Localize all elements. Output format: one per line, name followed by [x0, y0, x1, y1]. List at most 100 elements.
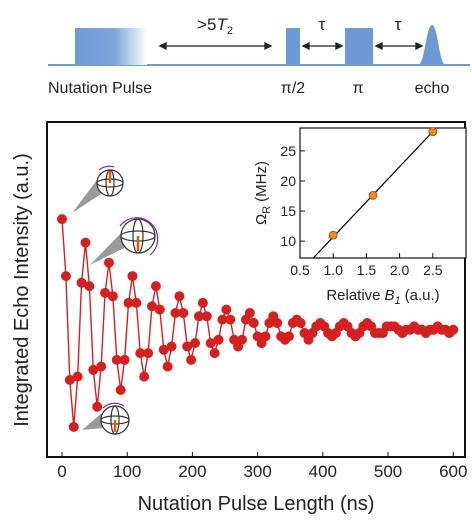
x-tick-label: 1.0: [323, 262, 343, 278]
pi-half-pulse: [286, 28, 300, 65]
data-point: [283, 331, 294, 342]
delay-text: 2: [227, 25, 233, 37]
pi-pulse: [345, 28, 373, 65]
arrow-head: [158, 41, 273, 51]
data-point: [213, 334, 224, 345]
plot-frame: [299, 127, 467, 259]
data-point: [103, 257, 114, 268]
data-point: [248, 317, 259, 328]
x-tick-label: 600: [439, 462, 467, 481]
data-point: [209, 348, 220, 359]
data-point: [368, 191, 378, 200]
nutation-label: Nutation Pulse: [48, 80, 152, 97]
x-tick-label: 0.5: [290, 262, 310, 278]
label-part: Ω: [253, 214, 270, 225]
bloch-meridian: [132, 218, 144, 254]
x-tick-label: 1.5: [357, 262, 377, 278]
data-point: [139, 371, 150, 382]
pulse-label: π/2: [281, 80, 305, 97]
delay-text: >5: [197, 15, 216, 34]
x-tick-label: 300: [243, 462, 271, 481]
y-axis-label: Integrated Echo Intensity (a.u.): [11, 153, 33, 427]
tau-label: τ: [395, 15, 402, 34]
label-part: Relative: [326, 287, 380, 304]
pointer: [82, 412, 104, 430]
data-point: [154, 304, 165, 315]
y-tick-label: 20: [280, 173, 296, 189]
bloch-meridian: [105, 169, 115, 197]
pulse-label: π: [352, 80, 363, 97]
x-tick-label: 2.5: [423, 262, 443, 278]
x-tick-label: 200: [178, 462, 206, 481]
data-point: [84, 281, 95, 292]
label-part: (a.u.): [405, 287, 440, 304]
rotation-arrow: [98, 165, 115, 171]
y-tick-label: 15: [280, 203, 296, 219]
data-point: [119, 354, 130, 365]
data-point: [236, 334, 247, 345]
data-point: [143, 348, 154, 359]
data-point: [190, 338, 201, 349]
rotation-arrow: [119, 217, 159, 256]
x-tick-label: 400: [309, 462, 337, 481]
x-tick-label: 2.0: [390, 262, 410, 278]
arrow-head: [301, 41, 344, 51]
inset-x-axis-label: Relative B1 (a.u.): [326, 287, 439, 307]
data-point: [115, 384, 126, 395]
data-point: [68, 421, 79, 432]
y-tick-label: 10: [280, 233, 296, 249]
label-part: 1: [395, 295, 401, 307]
data-point: [56, 214, 67, 225]
data-point: [448, 324, 459, 335]
data-point: [197, 297, 208, 308]
delay-label: >5T2: [197, 15, 233, 37]
delay-text: T: [216, 15, 228, 34]
data-point: [225, 314, 236, 325]
arrows: [158, 41, 424, 51]
label-part: R: [261, 206, 273, 214]
echo-shape: [418, 25, 446, 65]
rotation-arrow: [102, 402, 125, 409]
data-point: [127, 271, 138, 282]
arrow-head: [374, 41, 424, 51]
pulse-label: echo: [415, 80, 450, 97]
data-point: [92, 401, 103, 412]
data-point: [244, 307, 255, 318]
x-axis-label: Nutation Pulse Length (ns): [138, 493, 375, 515]
nutation-pulse: [75, 28, 147, 65]
label-part: B: [385, 287, 395, 304]
tau-label: τ: [319, 15, 326, 34]
inset-y-axis-label: ΩR (MHz): [253, 161, 273, 225]
data-point: [295, 317, 306, 328]
data-point: [174, 291, 185, 302]
data-point: [107, 291, 118, 302]
pointer: [90, 228, 128, 265]
label-part: (MHz): [253, 161, 270, 202]
data-point: [260, 331, 271, 342]
data-point: [221, 304, 232, 315]
data-point: [166, 341, 177, 352]
x-tick-label: 0: [57, 462, 66, 481]
y-tick-label: 25: [280, 143, 296, 159]
data-point: [186, 354, 197, 365]
data-point: [96, 361, 107, 372]
pulse-sequence: >5T2 τ τ Nutation Pulse π/2 π echo: [48, 15, 470, 97]
data-point: [72, 371, 83, 382]
data-point: [162, 361, 173, 372]
x-tick-label: 500: [374, 462, 402, 481]
data-point: [428, 127, 438, 137]
data-point: [328, 230, 338, 240]
data-point: [272, 317, 283, 328]
data-point: [80, 237, 91, 248]
data-point: [60, 271, 71, 282]
data-point: [150, 281, 161, 292]
data-point: [131, 297, 142, 308]
x-tick-label: 100: [113, 462, 141, 481]
data-point: [178, 307, 189, 318]
data-point: [201, 311, 212, 322]
pointer: [72, 176, 104, 213]
bloch-icons: [72, 165, 159, 435]
bloch-meridian: [110, 405, 120, 435]
